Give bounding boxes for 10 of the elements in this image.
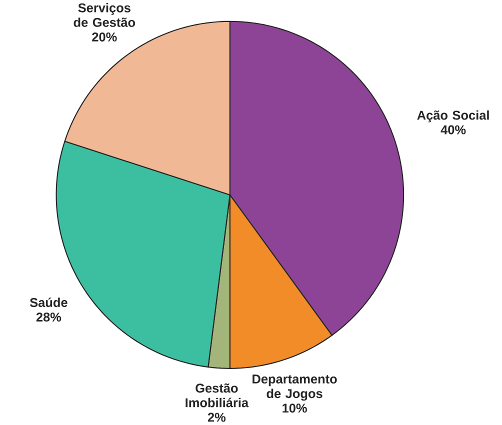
slice-label: Gestão Imobiliária — [186, 383, 249, 408]
slice-label: Ação Social — [417, 110, 489, 122]
slice-label: Saúde — [30, 298, 68, 308]
slice-label: Serviços de Gestão — [74, 3, 136, 28]
data-label: 20% — [92, 32, 117, 42]
data-label: 2% — [208, 412, 226, 422]
slice-label: Departamento de Jogos — [252, 374, 337, 401]
data-label: 40% — [440, 125, 466, 134]
data-label: 28% — [36, 312, 62, 322]
data-label: 10% — [282, 404, 307, 413]
